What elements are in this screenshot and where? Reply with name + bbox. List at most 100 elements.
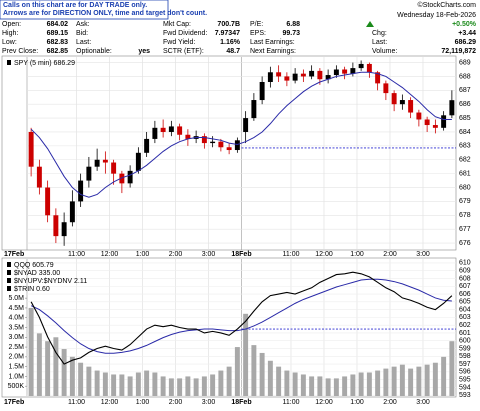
x-tick-label: 3:00	[416, 251, 430, 258]
info-label: Bid:	[76, 30, 88, 37]
y-tick-label: 1.5M	[8, 363, 24, 370]
qqq-ma	[30, 278, 452, 354]
y2-tick-label: 608	[459, 275, 471, 282]
x-tick-label: 11:00	[68, 399, 85, 406]
quote-label: Volume:	[372, 48, 397, 55]
info-value: yes	[138, 48, 150, 55]
info-label: Mkt Cap:	[163, 21, 191, 28]
candle-body	[119, 173, 125, 184]
y-tick-label: 683	[459, 143, 471, 150]
volume-bar	[342, 376, 348, 396]
candle-body	[201, 136, 207, 144]
candle-body	[127, 170, 133, 184]
info-label: Next Earnings:	[250, 48, 296, 55]
y2-tick-label: 599	[459, 345, 471, 352]
y2-tick-label: 602	[459, 322, 471, 329]
x-tick-label: 11:00	[283, 251, 300, 258]
y-tick-label: 688	[459, 73, 471, 80]
candle-body	[259, 81, 265, 101]
candle-body	[333, 69, 339, 76]
y-tick-label: 682	[459, 157, 471, 164]
volume-bar	[78, 362, 84, 396]
volume-bar	[226, 366, 232, 396]
candle-body	[36, 166, 42, 188]
candle-body	[416, 112, 422, 120]
volume-bar	[441, 356, 447, 396]
candle-body	[342, 69, 348, 74]
x-tick-label: 2:00	[169, 251, 183, 258]
volume-bar	[292, 372, 298, 396]
y2-tick-label: 598	[459, 353, 471, 360]
x-tick-label: 3:00	[202, 251, 216, 258]
volume-bar	[102, 372, 108, 396]
volume-bar	[86, 366, 92, 396]
change-pct: +0.50%	[452, 21, 477, 28]
candle-body	[408, 100, 414, 113]
candle-body	[152, 127, 158, 139]
x-tick-label: 12:00	[101, 399, 119, 406]
y2-tick-label: 609	[459, 268, 471, 275]
candle-body	[234, 140, 240, 151]
y-tick-label: 679	[459, 198, 471, 205]
candle-body	[383, 83, 389, 94]
x-tick-label: 17Feb	[4, 251, 24, 258]
volume-bar	[416, 366, 422, 396]
legend: SPY (5 min) 686.29	[14, 60, 75, 67]
candle-body	[391, 93, 397, 105]
info-value: 48.7	[226, 48, 240, 55]
volume-bar	[317, 376, 323, 396]
volume-bar	[193, 378, 199, 396]
candle-body	[267, 72, 273, 82]
y-tick-label: 3.5M	[8, 324, 24, 331]
legend: $NYUPV:$NYDNV 2.11	[14, 278, 87, 285]
info-value: 7.97347	[215, 30, 240, 37]
x-tick-label: 17Feb	[4, 399, 24, 406]
legend: $NYAD 335.00	[14, 270, 60, 277]
quote-value: 686.29	[455, 39, 477, 46]
x-tick-label: 1:00	[350, 251, 364, 258]
volume-bar	[69, 356, 75, 396]
info-value: 682.85	[47, 48, 69, 55]
y-tick-label: 4.5M	[8, 305, 24, 312]
volume-bar	[309, 376, 315, 396]
candle-body	[449, 100, 455, 116]
candle-body	[300, 73, 306, 77]
volume-bar	[333, 378, 339, 396]
notice: Calls on this chart are for DAY TRADE on…	[3, 2, 147, 9]
info-label: P/E:	[250, 21, 263, 28]
y2-tick-label: 595	[459, 376, 471, 383]
candle-body	[94, 159, 100, 167]
candle-body	[78, 180, 84, 202]
candle-body	[144, 138, 150, 153]
candle-body	[292, 73, 298, 81]
candle-body	[160, 127, 166, 132]
candle-body	[69, 201, 75, 223]
volume-bar	[160, 376, 166, 396]
volume-bar	[358, 372, 364, 396]
volume-bar	[61, 349, 67, 396]
x-tick-label: 12:00	[315, 399, 333, 406]
info-label: SCTR (ETF):	[163, 48, 204, 55]
volume-bar	[432, 362, 438, 396]
y-tick-label: 2.5M	[8, 344, 24, 351]
y2-tick-label: 593	[459, 392, 471, 399]
info-label: Prev Close:	[2, 48, 38, 55]
y2-tick-label: 607	[459, 283, 471, 290]
y2-tick-label: 600	[459, 338, 471, 345]
y2-tick-label: 596	[459, 369, 471, 376]
y-tick-label: 677	[459, 226, 471, 233]
info-label: Optionable:	[76, 48, 112, 55]
y2-tick-label: 594	[459, 384, 471, 391]
candle-body	[251, 100, 257, 119]
y-tick-label: 689	[459, 59, 471, 66]
info-value: 684.02	[47, 21, 69, 28]
quote-value: +3.44	[458, 30, 476, 37]
candle-body	[135, 152, 141, 171]
candle-body	[53, 215, 59, 237]
info-value: 682.83	[47, 39, 69, 46]
candle-body	[276, 72, 282, 77]
moving-average	[30, 71, 452, 198]
x-tick-label: 12:00	[101, 251, 119, 258]
info-value: 6.88	[286, 21, 300, 28]
y-tick-label: 685	[459, 115, 471, 122]
